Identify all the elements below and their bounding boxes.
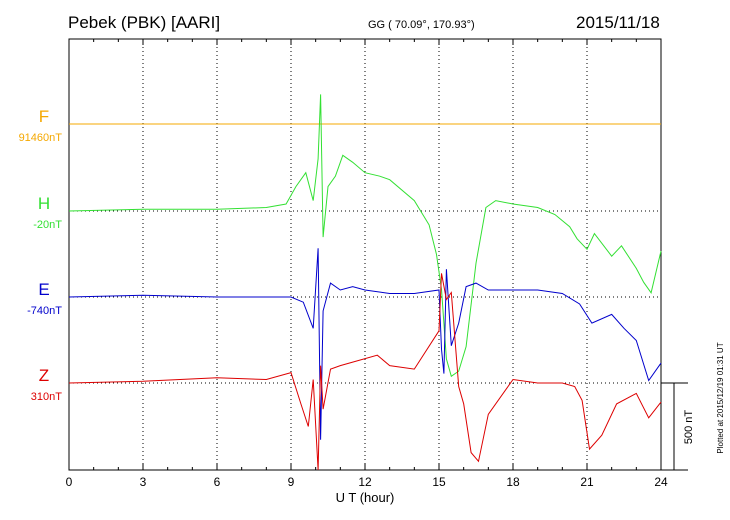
series-name-z: Z <box>39 366 49 385</box>
x-tick-label: 9 <box>288 475 295 489</box>
series-baseline-z: 310nT <box>31 391 62 403</box>
series-name-h: H <box>38 194 50 213</box>
series-name-f: F <box>39 107 49 126</box>
series-lines <box>68 94 662 471</box>
x-tick-label: 0 <box>66 475 73 489</box>
x-axis-ticks: 0 3 6 9 12 15 18 21 24 <box>66 39 668 489</box>
station-title: Pebek (PBK) [AARI] <box>68 13 220 32</box>
series-line-z <box>68 273 662 471</box>
series-labels: F 91460nT H -20nT E -740nT Z 310nT <box>19 107 63 403</box>
x-axis-label: U T (hour) <box>336 490 395 505</box>
series-baseline-e: -740nT <box>27 305 62 317</box>
x-tick-label: 18 <box>506 475 520 489</box>
x-tick-label: 21 <box>580 475 594 489</box>
series-line-h <box>68 94 662 378</box>
station-coordinates: GG ( 70.09°, 170.93°) <box>368 19 475 31</box>
x-tick-label: 24 <box>654 475 668 489</box>
grid-lines <box>69 39 661 470</box>
series-line-e <box>68 248 662 440</box>
plotted-timestamp: Plotted at 2015/12/19 01:31 UT <box>716 342 725 453</box>
series-name-e: E <box>38 280 49 299</box>
scale-bar: 500 nT <box>661 382 695 471</box>
scale-bar-label: 500 nT <box>683 410 695 445</box>
series-baseline-f: 91460nT <box>19 132 63 144</box>
x-tick-label: 6 <box>214 475 221 489</box>
x-tick-label: 3 <box>140 475 147 489</box>
plot-date: 2015/11/18 <box>576 13 660 32</box>
x-tick-label: 15 <box>432 475 446 489</box>
series-baseline-h: -20nT <box>33 219 62 231</box>
x-tick-label: 12 <box>358 475 372 489</box>
